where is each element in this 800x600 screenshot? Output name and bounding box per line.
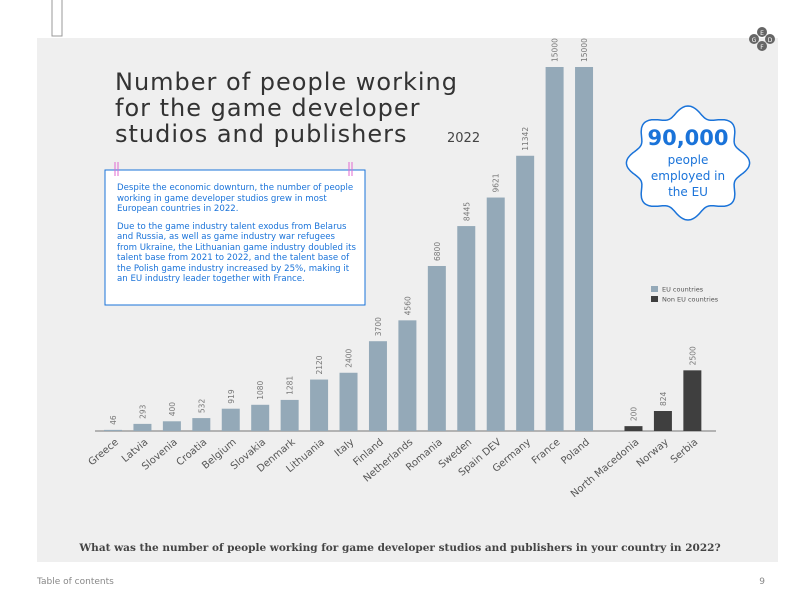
bar	[575, 67, 594, 431]
question: What was the number of people working fo…	[78, 542, 720, 554]
bar	[486, 197, 505, 431]
logo-dot	[749, 34, 759, 44]
logo-letter: F	[760, 44, 764, 51]
value-label: 1080	[256, 380, 265, 399]
badge: 90,000 people employed in the EU	[640, 126, 736, 200]
legend-swatch	[651, 296, 658, 302]
bar	[457, 226, 476, 431]
text-box	[104, 169, 366, 306]
badge-value: 90,000	[647, 126, 729, 150]
bar	[133, 423, 152, 431]
value-label: 2500	[688, 346, 697, 365]
value-label: 2120	[315, 355, 324, 374]
badge-text: people employed in the EU	[650, 153, 726, 199]
value-label: 8445	[462, 202, 471, 221]
value-label: 3700	[374, 317, 383, 336]
value-label: 15000	[580, 38, 589, 62]
title: Number of people working for the game de…	[115, 68, 458, 148]
bar	[427, 265, 446, 431]
value-label: 11342	[521, 127, 530, 151]
value-label: 919	[227, 389, 236, 404]
box-marks	[114, 162, 353, 176]
value-label: 4560	[403, 296, 412, 315]
bar	[280, 399, 299, 431]
bar	[516, 155, 535, 432]
value-label: 532	[197, 399, 206, 414]
legend-swatch	[651, 286, 658, 292]
page-number: 9	[759, 577, 765, 587]
title-line: for the game developer	[115, 94, 421, 122]
value-label: 2400	[345, 348, 354, 367]
bar	[398, 320, 417, 431]
bar	[221, 408, 240, 431]
bar	[624, 426, 643, 431]
value-label: 6800	[433, 242, 442, 261]
logo-letter: D	[768, 37, 773, 44]
bar	[104, 429, 122, 431]
legend-label: Non EU countries	[662, 296, 719, 304]
value-label: 824	[659, 391, 668, 406]
value-label: 1281	[286, 376, 295, 395]
badge-shape	[625, 105, 751, 221]
value-label: 15000	[551, 38, 560, 62]
paragraph: Despite the economic downturn, the numbe…	[117, 183, 354, 214]
legend-label: EU countries	[662, 286, 704, 294]
bar	[368, 341, 387, 431]
bar	[251, 404, 270, 431]
value-label: 46	[109, 415, 118, 425]
subtitle: 2022	[447, 131, 480, 146]
bar	[683, 370, 702, 431]
paragraph: Due to the game industry talent exodus f…	[117, 221, 356, 285]
title-line: Number of people working	[115, 68, 458, 96]
logo-letter: G	[752, 37, 757, 44]
bar	[192, 418, 211, 431]
bar	[339, 372, 358, 431]
value-label: 9621	[492, 173, 501, 192]
logo-dot	[757, 41, 767, 51]
logo-dot	[757, 27, 767, 37]
value-label: 200	[629, 407, 638, 422]
footer-link[interactable]: Table of contents	[36, 577, 114, 587]
bar	[653, 411, 672, 431]
bar	[310, 379, 329, 431]
bookmark	[51, 0, 63, 37]
bar	[545, 67, 564, 431]
value-label: 400	[168, 402, 177, 417]
title-line: studios and publishers	[115, 120, 408, 148]
bar	[162, 421, 181, 431]
text-block: Despite the economic downturn, the numbe…	[117, 183, 357, 285]
logo: E G D F	[749, 27, 775, 51]
logo-dot	[765, 34, 775, 44]
value-label: 293	[138, 404, 147, 419]
logo-letter: E	[760, 30, 764, 37]
